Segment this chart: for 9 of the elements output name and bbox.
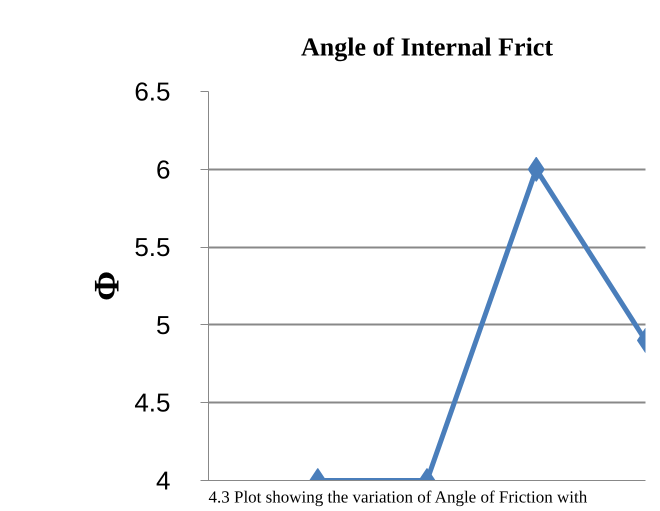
y-tick-label: 5.5 [134, 232, 171, 262]
chart-title: Angle of Internal Frict [301, 32, 554, 62]
y-tick-label: 4 [156, 466, 171, 496]
text: 4.3 Plot showing the variation of Angle of Friction with [208, 488, 588, 506]
y-tick-label: 5 [156, 310, 171, 340]
y-tick-label: 4.5 [134, 388, 171, 418]
y-tick-label: 6 [156, 154, 171, 184]
y-tick-label: 6.5 [134, 76, 171, 106]
y-axis-title: Φ [86, 271, 126, 301]
